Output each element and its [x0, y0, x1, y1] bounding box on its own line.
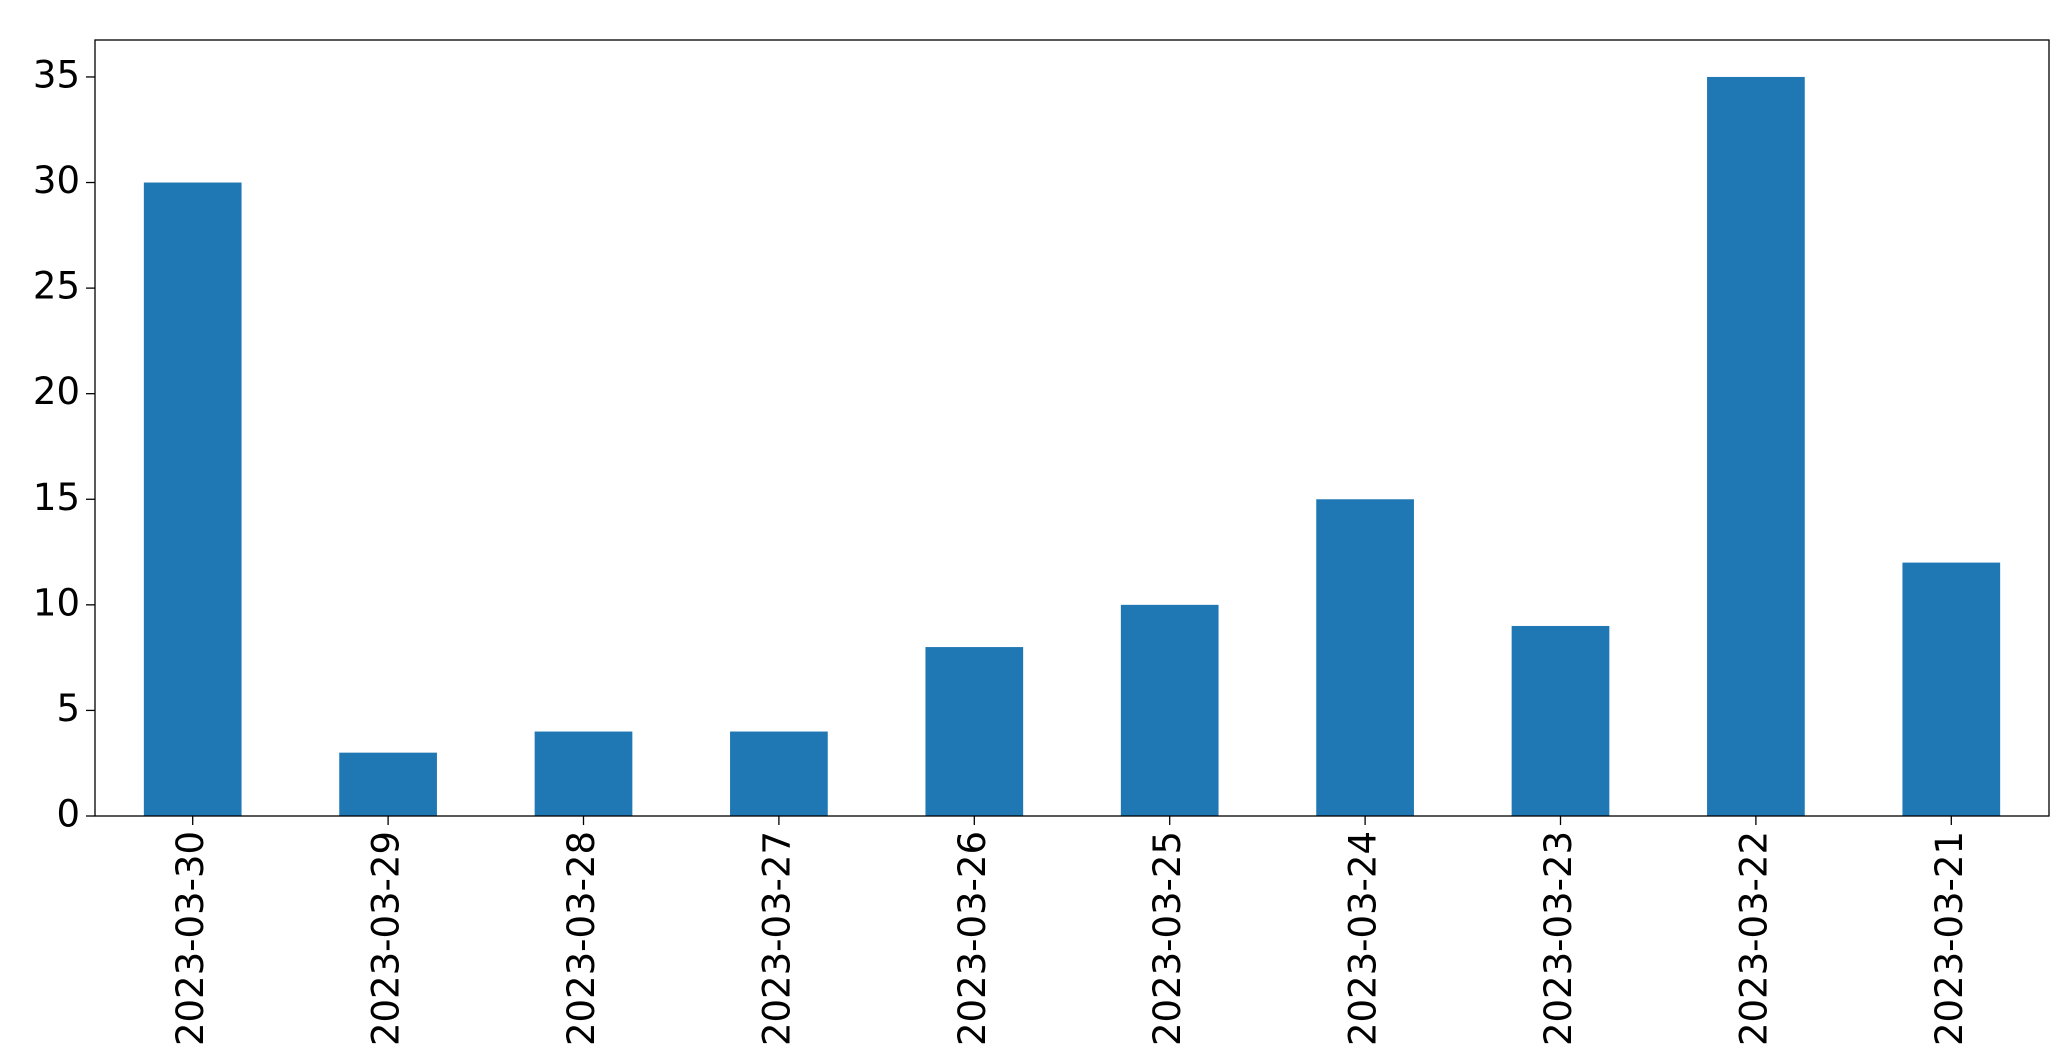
bar: [730, 731, 828, 816]
bar: [143, 182, 242, 816]
bar: [339, 752, 437, 816]
y-tick-label: 20: [33, 370, 80, 413]
x-tick-label: 2023-03-23: [1537, 831, 1580, 1046]
bar: [1316, 499, 1414, 816]
y-tick-label: 25: [33, 265, 80, 308]
axes-frame: [94, 39, 2050, 817]
y-tick-label: 5: [56, 687, 80, 730]
x-tick-label: 2023-03-22: [1732, 831, 1775, 1046]
x-tick-label: 2023-03-28: [560, 831, 603, 1046]
bar: [534, 731, 633, 816]
x-tick-label: 2023-03-24: [1342, 831, 1385, 1046]
bar: [1120, 604, 1219, 816]
bar: [925, 647, 1024, 816]
x-tick-label: 2023-03-21: [1928, 831, 1971, 1046]
x-tick-label: 2023-03-29: [365, 831, 408, 1046]
y-tick-label: 0: [56, 793, 80, 836]
x-tick-label: 2023-03-26: [951, 831, 994, 1046]
bar: [1511, 625, 1610, 816]
x-tick-label: 2023-03-30: [169, 831, 212, 1046]
x-tick-label: 2023-03-27: [755, 831, 798, 1046]
x-tick-label: 2023-03-25: [1146, 831, 1189, 1046]
bar: [1902, 562, 2001, 816]
y-tick-label: 30: [33, 159, 80, 202]
y-tick-label: 15: [33, 476, 80, 519]
y-tick-label: 10: [33, 581, 80, 624]
y-tick-label: 35: [33, 53, 80, 96]
bar: [1707, 76, 1805, 816]
